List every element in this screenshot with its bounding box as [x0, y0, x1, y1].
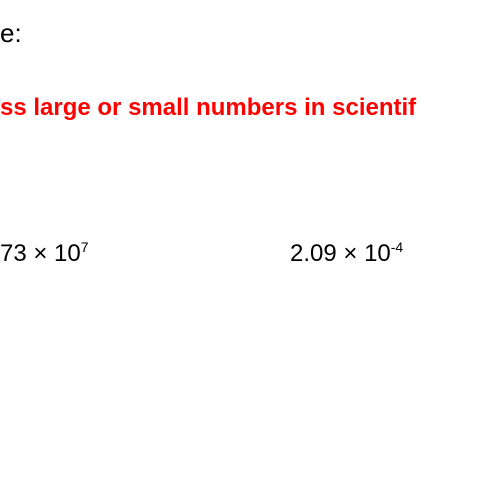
heading-fragment: e:	[0, 18, 22, 49]
expr-left-exponent: 7	[81, 239, 89, 255]
expr-left-times: × 10	[27, 240, 81, 267]
expression-left: 73 × 107	[0, 240, 89, 268]
expr-right-exponent: -4	[391, 239, 403, 255]
expression-right: 2.09 × 10-4	[290, 240, 403, 268]
slide-crop: e: ss large or small numbers in scientif…	[0, 0, 500, 500]
objective-text: ss large or small numbers in scientif	[0, 94, 416, 122]
expr-right-coeff: 2.09	[290, 240, 337, 267]
expr-left-coeff: 73	[0, 240, 27, 267]
expr-right-times: × 10	[337, 240, 391, 267]
